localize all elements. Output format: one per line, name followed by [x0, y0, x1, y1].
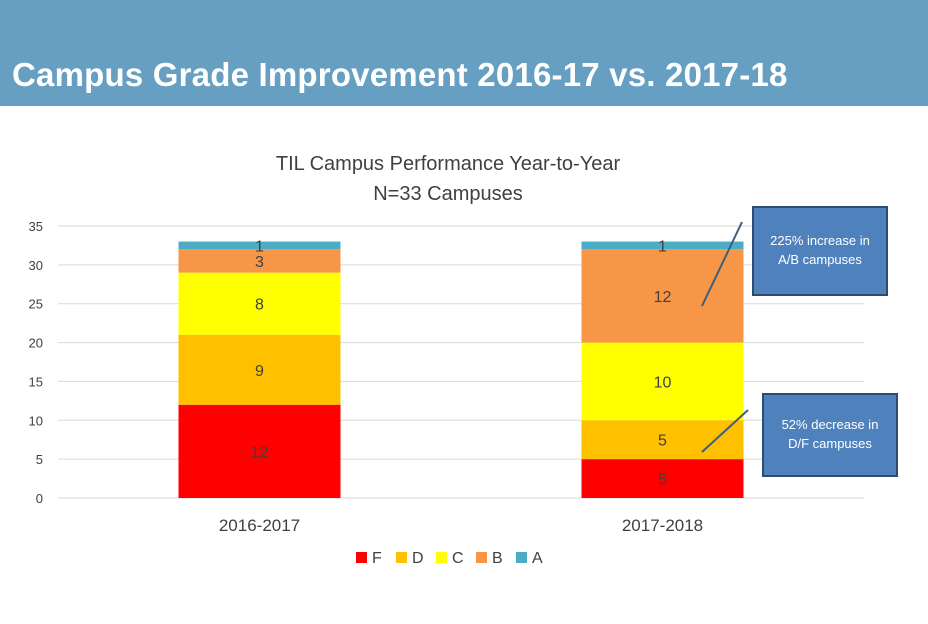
legend-label: C [452, 550, 464, 567]
y-tick-label: 15 [29, 374, 43, 389]
y-tick-label: 20 [29, 336, 43, 351]
bar-segment-A [581, 241, 744, 250]
callout-leader-line [701, 221, 743, 307]
callout-ab-increase: 225% increase in A/B campuses [752, 206, 888, 296]
x-category-label: 2017-2018 [622, 516, 703, 535]
data-label: 5 [658, 433, 667, 450]
data-label: 3 [255, 254, 264, 271]
y-tick-label: 25 [29, 297, 43, 312]
data-label: 12 [251, 444, 269, 461]
bar-segment-F [581, 459, 744, 498]
data-label: 1 [658, 238, 667, 255]
legend-label: A [532, 550, 543, 567]
data-label: 8 [255, 297, 264, 314]
slide-title: Campus Grade Improvement 2016-17 vs. 201… [12, 56, 788, 93]
y-tick-label: 30 [29, 258, 43, 273]
data-label: 10 [654, 374, 672, 391]
data-label: 9 [255, 363, 264, 380]
legend-swatch-B [476, 552, 487, 563]
y-tick-label: 5 [36, 452, 43, 467]
y-tick-label: 0 [36, 491, 43, 506]
y-tick-label: 10 [29, 413, 43, 428]
bar-segment-B [581, 249, 744, 343]
y-tick-label: 35 [29, 219, 43, 234]
legend-swatch-D [396, 552, 407, 563]
chart-title: TIL Campus Performance Year-to-Year [276, 153, 621, 175]
legend-swatch-A [516, 552, 527, 563]
bar-segment-B [178, 249, 341, 273]
chart-subtitle: N=33 Campuses [373, 183, 523, 205]
bar-segment-C [178, 272, 341, 335]
bar-segment-F [178, 404, 341, 498]
legend-label: D [412, 550, 424, 567]
legend-swatch-C [436, 552, 447, 563]
callout-df-decrease: 52% decrease in D/F campuses [762, 393, 898, 477]
data-label: 12 [654, 289, 672, 306]
x-category-label: 2016-2017 [219, 516, 300, 535]
legend-label: B [492, 550, 503, 567]
callout-leader-line [701, 409, 749, 453]
header-band [0, 0, 928, 106]
legend-swatch-F [356, 552, 367, 563]
bar-segment-A [178, 241, 341, 250]
data-label: 1 [255, 238, 264, 255]
bar-segment-D [178, 334, 341, 405]
bar-segment-C [581, 342, 744, 421]
legend-label: F [372, 550, 382, 567]
data-label: 5 [658, 472, 667, 489]
